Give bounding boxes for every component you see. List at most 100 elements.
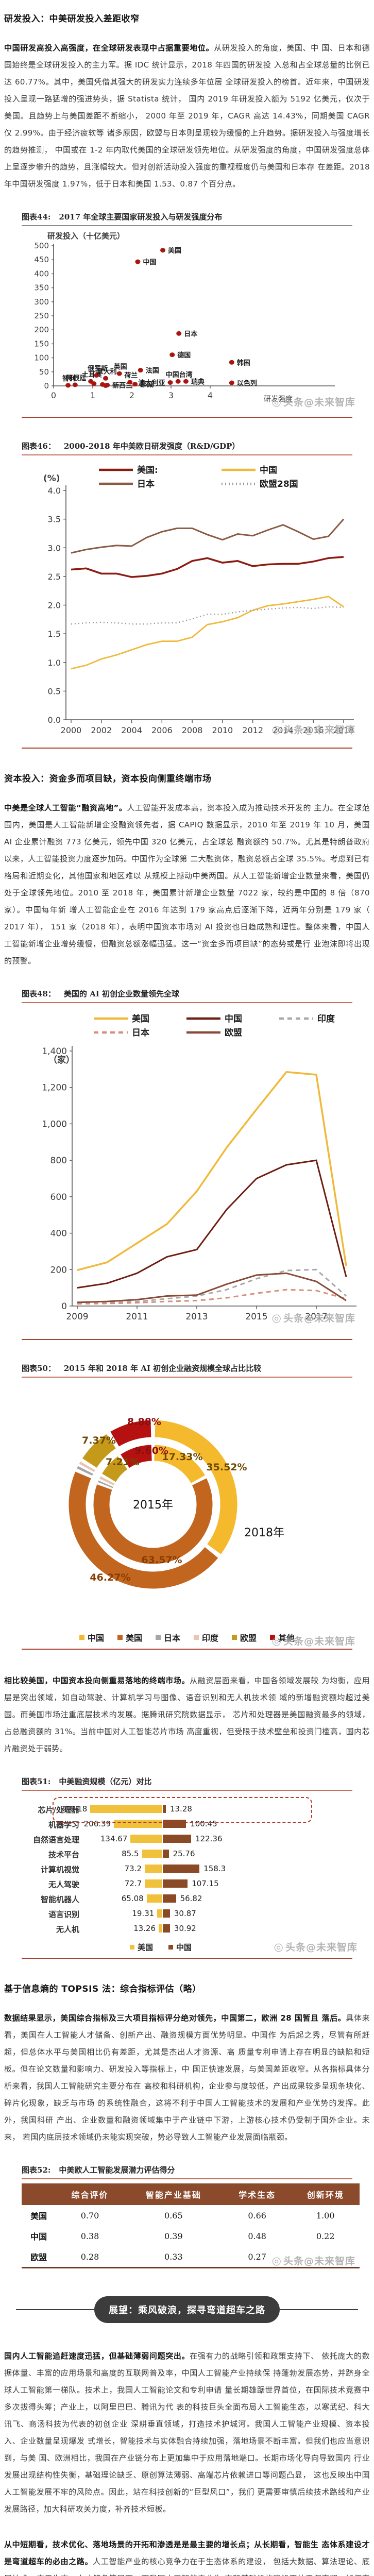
- y-tick-label: 0.5: [48, 686, 61, 696]
- bar-cn: [163, 1835, 192, 1843]
- bar-cn-value: 122.36: [195, 1834, 223, 1843]
- y-tick-label: 3.5: [48, 515, 61, 524]
- bar-us: [130, 1835, 162, 1843]
- x-tick-label: 2017: [305, 1312, 327, 1322]
- bar-category-label: 无人机: [56, 1925, 79, 1934]
- series-line: [71, 606, 344, 625]
- bar-category-label: 语言识别: [48, 1910, 79, 1919]
- x-tick-label: 2004: [121, 725, 142, 735]
- donut-segment-欧盟: [82, 1434, 116, 1468]
- legend-item-中国: 中国: [168, 1942, 192, 1953]
- y-tick-label: 50: [39, 367, 49, 377]
- figure-48: 图表48： 美国的 AI 初创企业数量领先全球 0 200 400 600 800 1,0…: [4, 988, 370, 1340]
- scatter-point-label: 德国: [177, 351, 191, 360]
- banner-line-left: [16, 2309, 94, 2310]
- scatter-point: [229, 360, 234, 365]
- series-line: [71, 596, 344, 670]
- legend-swatch: [270, 1635, 276, 1640]
- scatter-point: [175, 379, 181, 384]
- paragraph-lead: 国内人工智能追赶速度迅猛，但基础薄弱问题突出。: [4, 2351, 190, 2361]
- donut-legend: 中国 美国 日本 印度 欧盟 其他: [22, 1631, 352, 1643]
- table-header-cell: 创新环境: [291, 2183, 360, 2205]
- figure-title-rule: [22, 1002, 352, 1003]
- legend-label: 美国: [132, 1013, 149, 1024]
- table-cell: 0.70: [80, 2210, 99, 2221]
- figure-name: 2015 年和 2018 年 AI 初创企业融资规模全球占比比较: [63, 1364, 262, 1373]
- line-chart-svg: 0.0 0.5 1.0 1.5 2.0 2.5 3.0 3.5 4.0 2000 2002 2004 2…: [43, 465, 354, 735]
- bar-row-技术平台: 技术平台 85.5 25.76: [22, 1847, 352, 1862]
- bar-us: [146, 1894, 162, 1903]
- table-header-row: 综合评价 智能产业基础 学术生态 创新环境: [22, 2183, 360, 2205]
- bar-row-无人驾驶: 无人驾驶 72.7 107.15: [22, 1877, 352, 1892]
- legend-item-美国: 美国: [117, 1631, 142, 1643]
- x-tick-label: 2011: [126, 1312, 148, 1322]
- bar-cn-value: 13.28: [169, 1804, 192, 1814]
- scatter-point: [103, 376, 109, 381]
- legend-label: 中国: [260, 465, 277, 476]
- bar-us: [145, 1879, 162, 1888]
- figure-bottom-rule: [22, 417, 352, 418]
- legend-item-日本: 日本: [155, 1631, 180, 1643]
- figure-name: 2000-2018 年中美欧日研发强度（R&D/GDP）: [63, 442, 240, 451]
- donut-segment-印度: [99, 1476, 115, 1486]
- scatter-point-label: 英国: [113, 363, 127, 371]
- legend-swatch: [129, 1945, 134, 1950]
- y-tick-label: 4.0: [48, 486, 61, 496]
- table-cell: 0.48: [248, 2231, 266, 2241]
- donut-chart-funding-share: 17.33% 35.52% 7.21% 7.37% 63.57% 46.27% 9.60% 8…: [22, 1382, 355, 1647]
- figure-50-title: 图表50： 2015 年和 2018 年 AI 初创企业融资规模全球占比比较: [22, 1363, 352, 1374]
- table-row-美国: 美国 0.70 0.65 0.66 1.00: [22, 2205, 360, 2226]
- table-header-cell: 智能产业基础: [124, 2183, 223, 2205]
- table-row-欧盟: 欧盟 0.28 0.33 0.27: [22, 2246, 360, 2268]
- series-line: [77, 1268, 347, 1304]
- figure-bottom-rule: [22, 1339, 352, 1340]
- paragraph-capital-1: 中美是全球人工智能“融资高地”。人工智能开发成本高，资本投入成为推动技术开发的 …: [4, 800, 370, 970]
- x-tick-label: 4: [208, 391, 213, 400]
- paragraph-lead: 数据结果显示，美国综合指标及三大项目指标评分绝对领先，中国第二，欧洲 28 国暂…: [4, 2013, 346, 2023]
- scatter-point: [167, 380, 173, 385]
- bar-cn: [163, 1894, 176, 1903]
- paragraph-lead: 中国研发高投入高强度，在全球研发表现中占据重要地位。: [4, 43, 214, 53]
- figure-title-rule: [22, 1377, 352, 1378]
- x-tick-label: 2014: [273, 725, 294, 735]
- bar-category-label: 计算机视觉: [40, 1865, 79, 1874]
- x-tick-label: 2010: [212, 725, 233, 735]
- legend-swatch: [117, 1635, 123, 1640]
- scatter-point: [91, 381, 97, 386]
- paragraph-body: 人工智能开发成本高，资本投入成为推动技术开发的 主力。在全球范围内，美国是人工智…: [4, 803, 370, 965]
- bar-us-value: 73.2: [124, 1864, 142, 1873]
- figure-title-rule: [22, 2178, 352, 2179]
- x-tick-label: 2015: [245, 1312, 267, 1322]
- bar-category-label: 无人驾驶: [48, 1880, 79, 1889]
- figure-label: 图表51:: [22, 1777, 51, 1786]
- paragraph-body: 从融资层面来看，中国各领域发展较 为均衡，应用层是突出领域，如自动驾驶、计算机学…: [4, 1676, 370, 1753]
- scatter-point: [132, 382, 138, 387]
- bar-us-value: 85.5: [122, 1849, 139, 1858]
- y-tick-label: 1,200: [42, 1083, 67, 1093]
- legend-item-印度: 印度: [194, 1631, 218, 1643]
- scatter-point-label: 智利: [62, 375, 76, 383]
- x-tick-label: 2000: [61, 725, 82, 735]
- scatter-point-label: 意大利: [97, 367, 117, 376]
- legend-label: 美国:: [137, 465, 158, 476]
- figure-name: 美国的 AI 初创企业数量领先全球: [63, 989, 179, 998]
- figure-label: 图表46：: [22, 442, 56, 451]
- figure-bottom-rule: [22, 1649, 352, 1650]
- paragraph-rd-investment: 中国研发高投入高强度，在全球研发表现中占据重要地位。从研发投入的角度，美国、中 …: [4, 40, 370, 193]
- x-tick-label: 2018: [333, 725, 354, 735]
- table-cell: [291, 2246, 360, 2268]
- donut-value-label: 7.21%: [106, 1456, 140, 1468]
- figure-label: 图表48：: [22, 989, 56, 998]
- bar-cn: [163, 1805, 166, 1813]
- bar-cn: [163, 1850, 169, 1858]
- table-header-cell: 学术生态: [223, 2183, 292, 2205]
- table-header-cell: 综合评价: [56, 2183, 124, 2205]
- donut-value-label: 35.52%: [206, 1462, 247, 1473]
- table-row-中国: 中国 0.38 0.39 0.48 0.22: [22, 2226, 360, 2246]
- watermark-text: 头条@未来智库: [285, 1942, 358, 1953]
- scatter-chart-svg: 研发投入（十亿美元） 0 50 100 150 200 250 300 350 400 450 500…: [34, 231, 335, 403]
- series-line: [77, 1289, 347, 1305]
- scatter-point-label: 俄罗斯: [87, 364, 108, 372]
- y-tick-label: 400: [34, 269, 49, 278]
- paragraph-topsis: 数据结果显示，美国综合指标及三大项目指标评分绝对领先，中国第二，欧洲 28 国暂…: [4, 2010, 370, 2146]
